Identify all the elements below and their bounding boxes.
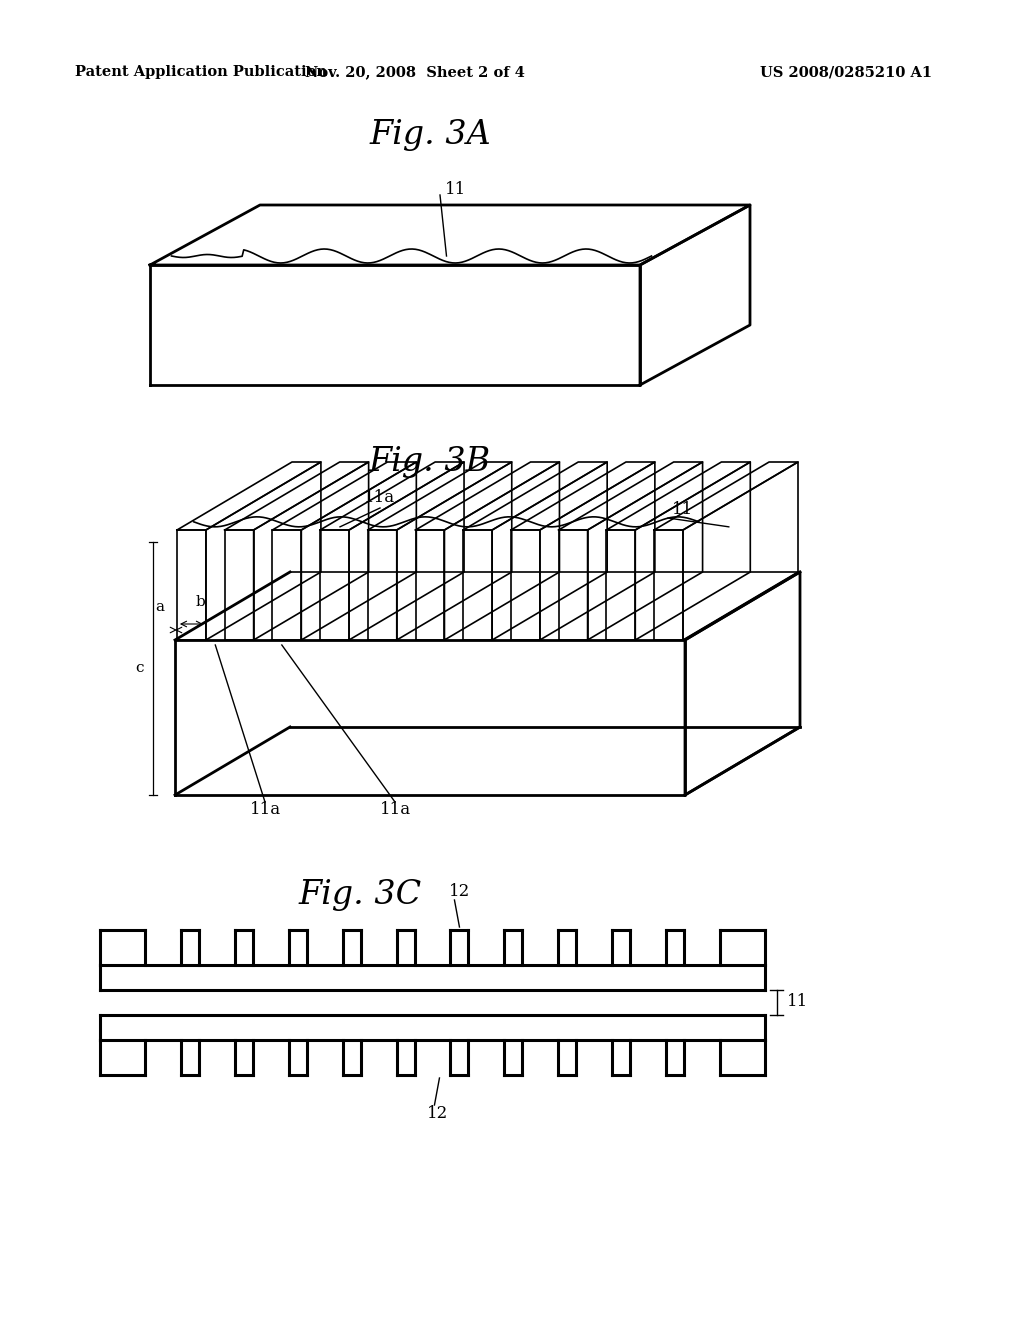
- Text: 11: 11: [787, 994, 808, 1011]
- Text: Fig. 3B: Fig. 3B: [369, 446, 492, 478]
- Text: 11a: 11a: [250, 801, 281, 818]
- Text: c: c: [135, 661, 143, 675]
- Text: 11: 11: [445, 181, 466, 198]
- Text: Fig. 3A: Fig. 3A: [369, 119, 490, 150]
- Text: Patent Application Publication: Patent Application Publication: [75, 65, 327, 79]
- Text: 11a: 11a: [365, 490, 395, 507]
- Text: b: b: [196, 595, 205, 609]
- Text: Fig. 3C: Fig. 3C: [298, 879, 422, 911]
- Text: Nov. 20, 2008  Sheet 2 of 4: Nov. 20, 2008 Sheet 2 of 4: [305, 65, 525, 79]
- Text: 11a: 11a: [380, 801, 411, 818]
- Text: 11: 11: [672, 502, 693, 519]
- Text: 12: 12: [449, 883, 470, 900]
- Text: US 2008/0285210 A1: US 2008/0285210 A1: [760, 65, 932, 79]
- Text: 12: 12: [427, 1105, 449, 1122]
- Text: a: a: [156, 601, 165, 614]
